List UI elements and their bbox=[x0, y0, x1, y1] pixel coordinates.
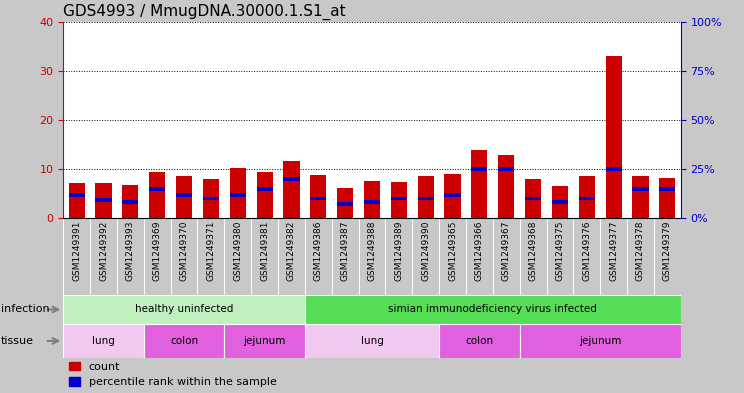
Text: GSM1249390: GSM1249390 bbox=[421, 220, 430, 281]
Text: GSM1249392: GSM1249392 bbox=[99, 220, 108, 281]
Bar bbox=[95, 183, 112, 218]
Bar bbox=[391, 196, 407, 200]
Bar bbox=[95, 198, 112, 202]
Bar bbox=[552, 186, 568, 218]
Text: GSM1249375: GSM1249375 bbox=[556, 220, 565, 281]
Text: healthy uninfected: healthy uninfected bbox=[135, 305, 234, 314]
Text: GSM1249382: GSM1249382 bbox=[287, 220, 296, 281]
Bar bbox=[305, 324, 439, 358]
Text: colon: colon bbox=[170, 336, 198, 346]
Bar bbox=[498, 167, 514, 171]
Bar bbox=[472, 167, 487, 171]
Text: GSM1249391: GSM1249391 bbox=[72, 220, 81, 281]
Bar bbox=[606, 56, 622, 218]
Text: GSM1249378: GSM1249378 bbox=[636, 220, 645, 281]
Bar bbox=[203, 196, 219, 200]
Bar bbox=[230, 193, 246, 196]
Bar bbox=[391, 182, 407, 218]
Text: jejunum: jejunum bbox=[579, 336, 621, 346]
Bar bbox=[525, 179, 541, 218]
Text: GDS4993 / MmugDNA.30000.1.S1_at: GDS4993 / MmugDNA.30000.1.S1_at bbox=[63, 4, 346, 20]
Bar bbox=[176, 176, 192, 218]
Bar bbox=[310, 196, 327, 200]
Bar bbox=[230, 168, 246, 218]
Bar bbox=[305, 295, 681, 324]
Bar bbox=[364, 181, 380, 218]
Text: jejunum: jejunum bbox=[243, 336, 286, 346]
Bar bbox=[439, 324, 519, 358]
Text: GSM1249377: GSM1249377 bbox=[609, 220, 618, 281]
Bar bbox=[144, 324, 225, 358]
Bar bbox=[225, 324, 305, 358]
Bar bbox=[257, 187, 272, 191]
Bar bbox=[257, 172, 272, 218]
Text: GSM1249380: GSM1249380 bbox=[234, 220, 243, 281]
Bar bbox=[498, 155, 514, 218]
Text: GSM1249367: GSM1249367 bbox=[501, 220, 510, 281]
Text: GSM1249381: GSM1249381 bbox=[260, 220, 269, 281]
Bar bbox=[659, 178, 676, 218]
Text: lung: lung bbox=[361, 336, 383, 346]
Bar bbox=[203, 179, 219, 218]
Bar bbox=[337, 202, 353, 206]
Bar bbox=[364, 200, 380, 204]
Text: infection: infection bbox=[1, 305, 49, 314]
Bar bbox=[68, 193, 85, 196]
Bar bbox=[417, 196, 434, 200]
Bar bbox=[552, 200, 568, 204]
Bar bbox=[310, 175, 327, 218]
Text: GSM1249371: GSM1249371 bbox=[206, 220, 216, 281]
Bar bbox=[63, 324, 144, 358]
Bar bbox=[525, 196, 541, 200]
Bar bbox=[417, 176, 434, 218]
Bar bbox=[632, 176, 649, 218]
Bar bbox=[63, 295, 305, 324]
Bar bbox=[283, 161, 300, 218]
Text: GSM1249370: GSM1249370 bbox=[179, 220, 188, 281]
Text: GSM1249368: GSM1249368 bbox=[528, 220, 538, 281]
Bar bbox=[176, 193, 192, 196]
Bar bbox=[519, 324, 681, 358]
Bar bbox=[579, 196, 595, 200]
Bar bbox=[283, 177, 300, 181]
Bar bbox=[444, 193, 461, 196]
Bar bbox=[444, 174, 461, 218]
Text: GSM1249393: GSM1249393 bbox=[126, 220, 135, 281]
Text: GSM1249386: GSM1249386 bbox=[314, 220, 323, 281]
Bar bbox=[472, 150, 487, 218]
Bar bbox=[149, 187, 165, 191]
Text: colon: colon bbox=[465, 336, 493, 346]
Bar bbox=[122, 200, 138, 204]
Legend: count, percentile rank within the sample: count, percentile rank within the sample bbox=[68, 362, 277, 387]
Bar bbox=[659, 187, 676, 191]
Bar bbox=[149, 172, 165, 218]
Text: GSM1249379: GSM1249379 bbox=[663, 220, 672, 281]
Text: simian immunodeficiency virus infected: simian immunodeficiency virus infected bbox=[388, 305, 597, 314]
Bar bbox=[122, 185, 138, 218]
Text: GSM1249369: GSM1249369 bbox=[153, 220, 161, 281]
Text: GSM1249387: GSM1249387 bbox=[341, 220, 350, 281]
Bar bbox=[337, 187, 353, 218]
Bar bbox=[606, 167, 622, 171]
Bar bbox=[632, 187, 649, 191]
Text: tissue: tissue bbox=[1, 336, 33, 346]
Bar bbox=[68, 183, 85, 218]
Text: GSM1249366: GSM1249366 bbox=[475, 220, 484, 281]
Text: GSM1249388: GSM1249388 bbox=[368, 220, 376, 281]
Text: GSM1249389: GSM1249389 bbox=[394, 220, 403, 281]
Bar bbox=[579, 176, 595, 218]
Text: GSM1249376: GSM1249376 bbox=[583, 220, 591, 281]
Text: GSM1249365: GSM1249365 bbox=[448, 220, 457, 281]
Text: lung: lung bbox=[92, 336, 115, 346]
